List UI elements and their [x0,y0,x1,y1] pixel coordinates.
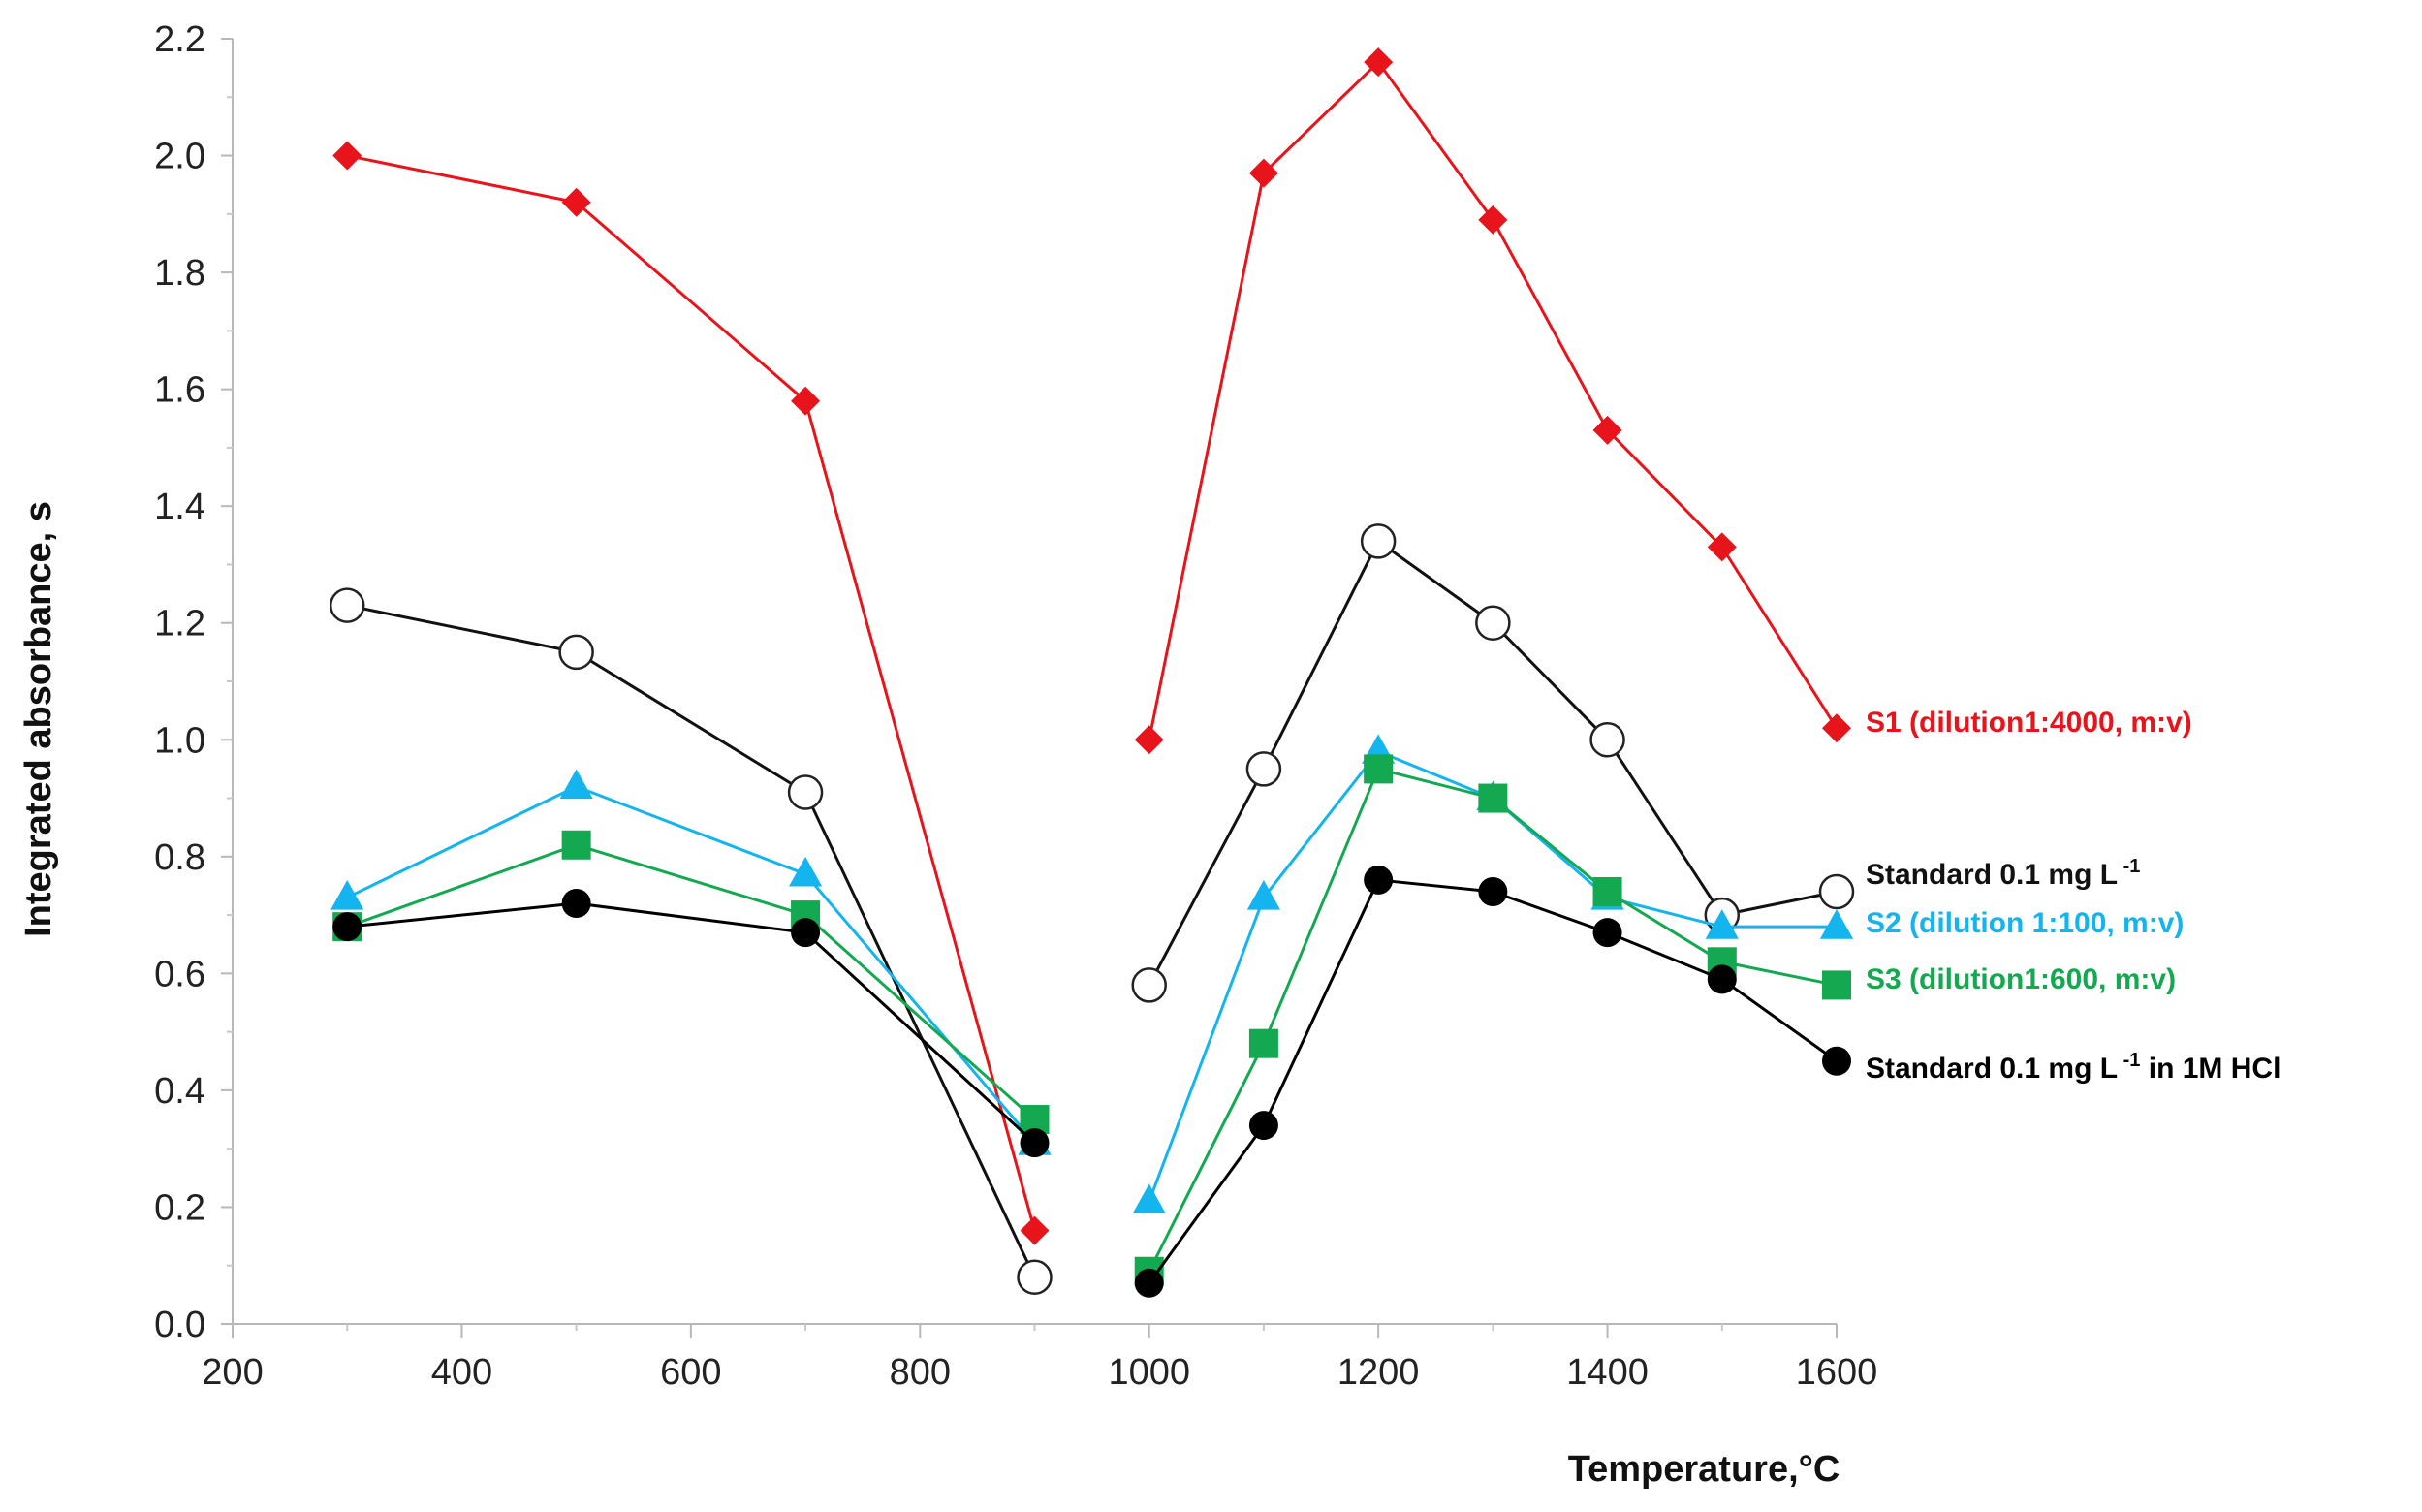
diamond-marker [1478,205,1508,235]
series-label-suffix: in 1M HCl [2140,1053,2280,1085]
diamond-marker [561,187,591,217]
x-tick-label: 1600 [1796,1352,1878,1393]
series-3 [332,754,1851,1286]
series-label-superscript: -1 [2118,856,2140,877]
x-axis-title: Temperature,°C [1568,1449,1840,1490]
series-line [1148,878,1838,1284]
series-label: S2 (dilution 1:100, m:v) [1866,907,2184,939]
diamond-marker [1822,713,1851,743]
square-marker [1592,876,1622,906]
y-axis-title: Integrated absorbance, s [18,501,59,937]
y-tick-label: 1.2 [154,604,205,645]
diamond-marker [1248,158,1278,188]
y-tick-label: 0.2 [154,1187,205,1228]
series-layer [329,47,1855,1298]
y-tick-label: 2.2 [154,19,205,60]
filled-circle-marker [1592,918,1622,948]
triangle-marker [330,880,364,910]
y-tick-label: 0.8 [154,837,205,878]
filled-circle-marker [1248,1111,1278,1141]
x-tick-label: 1000 [1108,1352,1190,1393]
triangle-marker [1819,909,1854,939]
filled-circle-marker [332,912,362,942]
square-marker [561,830,591,860]
x-tick-label: 1200 [1337,1352,1420,1393]
series-label-text: Standard 0.1 mg L [1866,1053,2118,1085]
y-tick-label: 1.6 [154,370,205,411]
filled-circle-marker [791,918,821,948]
x-tick-label: 200 [202,1352,263,1393]
series-line [346,784,1036,1145]
series-label: S3 (dilution1:600, m:v) [1866,963,2176,995]
open-circle-marker [1589,722,1625,758]
series-label-superscript: -1 [2118,1050,2140,1071]
diamond-marker [1364,47,1394,78]
diamond-marker [1134,725,1164,755]
series-2 [330,734,1854,1214]
filled-circle-marker [1020,1128,1050,1158]
open-circle-marker [329,587,365,623]
x-tick-label: 800 [890,1352,951,1393]
square-marker [1364,754,1394,784]
diamond-marker [1020,1215,1050,1245]
series-4 [332,865,1851,1298]
series-label-text: Standard 0.1 mg L [1866,859,2118,891]
open-circle-marker [1131,967,1167,1003]
y-tick-label: 1.8 [154,253,205,294]
open-circle-marker [1818,873,1855,910]
filled-circle-marker [561,889,591,919]
diamond-marker [332,141,362,171]
y-tick-label: 2.0 [154,137,205,177]
axes: 0.0 0.2 0.4 0.6 0.8 1.0 1.2 1.4 1.6 1.8 2.0 2.2 200 4… [154,19,1877,1393]
diamond-marker [1592,415,1622,445]
triangle-marker [1246,880,1281,910]
open-circle-marker [787,774,824,810]
series-line [346,604,1036,1278]
filled-circle-marker [1478,876,1508,906]
filled-circle-marker [1707,964,1737,994]
x-tick-label: 400 [431,1352,492,1393]
y-tick-label: 0.6 [154,954,205,994]
series-1 [329,523,1855,1296]
y-tick-label: 1.0 [154,720,205,761]
series-line [346,154,1036,1231]
x-tick-label: 600 [660,1352,721,1393]
y-tick-label: 0.4 [154,1071,205,1112]
series-line [346,843,1036,1121]
open-circle-marker [1017,1259,1053,1296]
series-labels: S1 (dilution1:4000, m:v) Standard 0.1 mg … [1866,707,2280,1085]
series-line [347,901,1036,1145]
triangle-marker [1132,1183,1166,1214]
axis-ticks: 0.0 0.2 0.4 0.6 0.8 1.0 1.2 1.4 1.6 1.8 2.0 2.2 200 4… [154,19,1877,1393]
filled-circle-marker [1822,1046,1851,1076]
series-label: Standard 0.1 mg L -1 [1866,856,2140,891]
square-marker [1248,1028,1278,1058]
series-label: S1 (dilution1:4000, m:v) [1866,707,2192,739]
square-marker [1822,970,1851,1000]
open-circle-marker [1475,605,1511,641]
y-tick-label: 1.4 [154,487,205,527]
triangle-marker [559,769,593,800]
series-label: Standard 0.1 mg L -1 in 1M HCl [1866,1050,2280,1085]
triangle-marker [788,856,823,887]
triangle-marker [1705,909,1739,939]
diamond-marker [1707,532,1737,562]
series-label-text: S2 (dilution 1:100, m:v) [1866,907,2184,939]
filled-circle-marker [1364,865,1394,895]
x-tick-label: 1400 [1566,1352,1649,1393]
diamond-marker [791,386,821,416]
series-0 [332,47,1851,1245]
square-marker [1478,783,1508,813]
open-circle-marker [1245,751,1282,787]
filled-circle-marker [1134,1268,1164,1298]
open-circle-marker [1360,523,1397,559]
series-line [1148,767,1838,1273]
open-circle-marker [558,634,594,671]
y-tick-label: 0.0 [154,1305,205,1345]
series-label-text: S3 (dilution1:600, m:v) [1866,963,2176,995]
series-label-text: S1 (dilution1:4000, m:v) [1866,707,2192,739]
